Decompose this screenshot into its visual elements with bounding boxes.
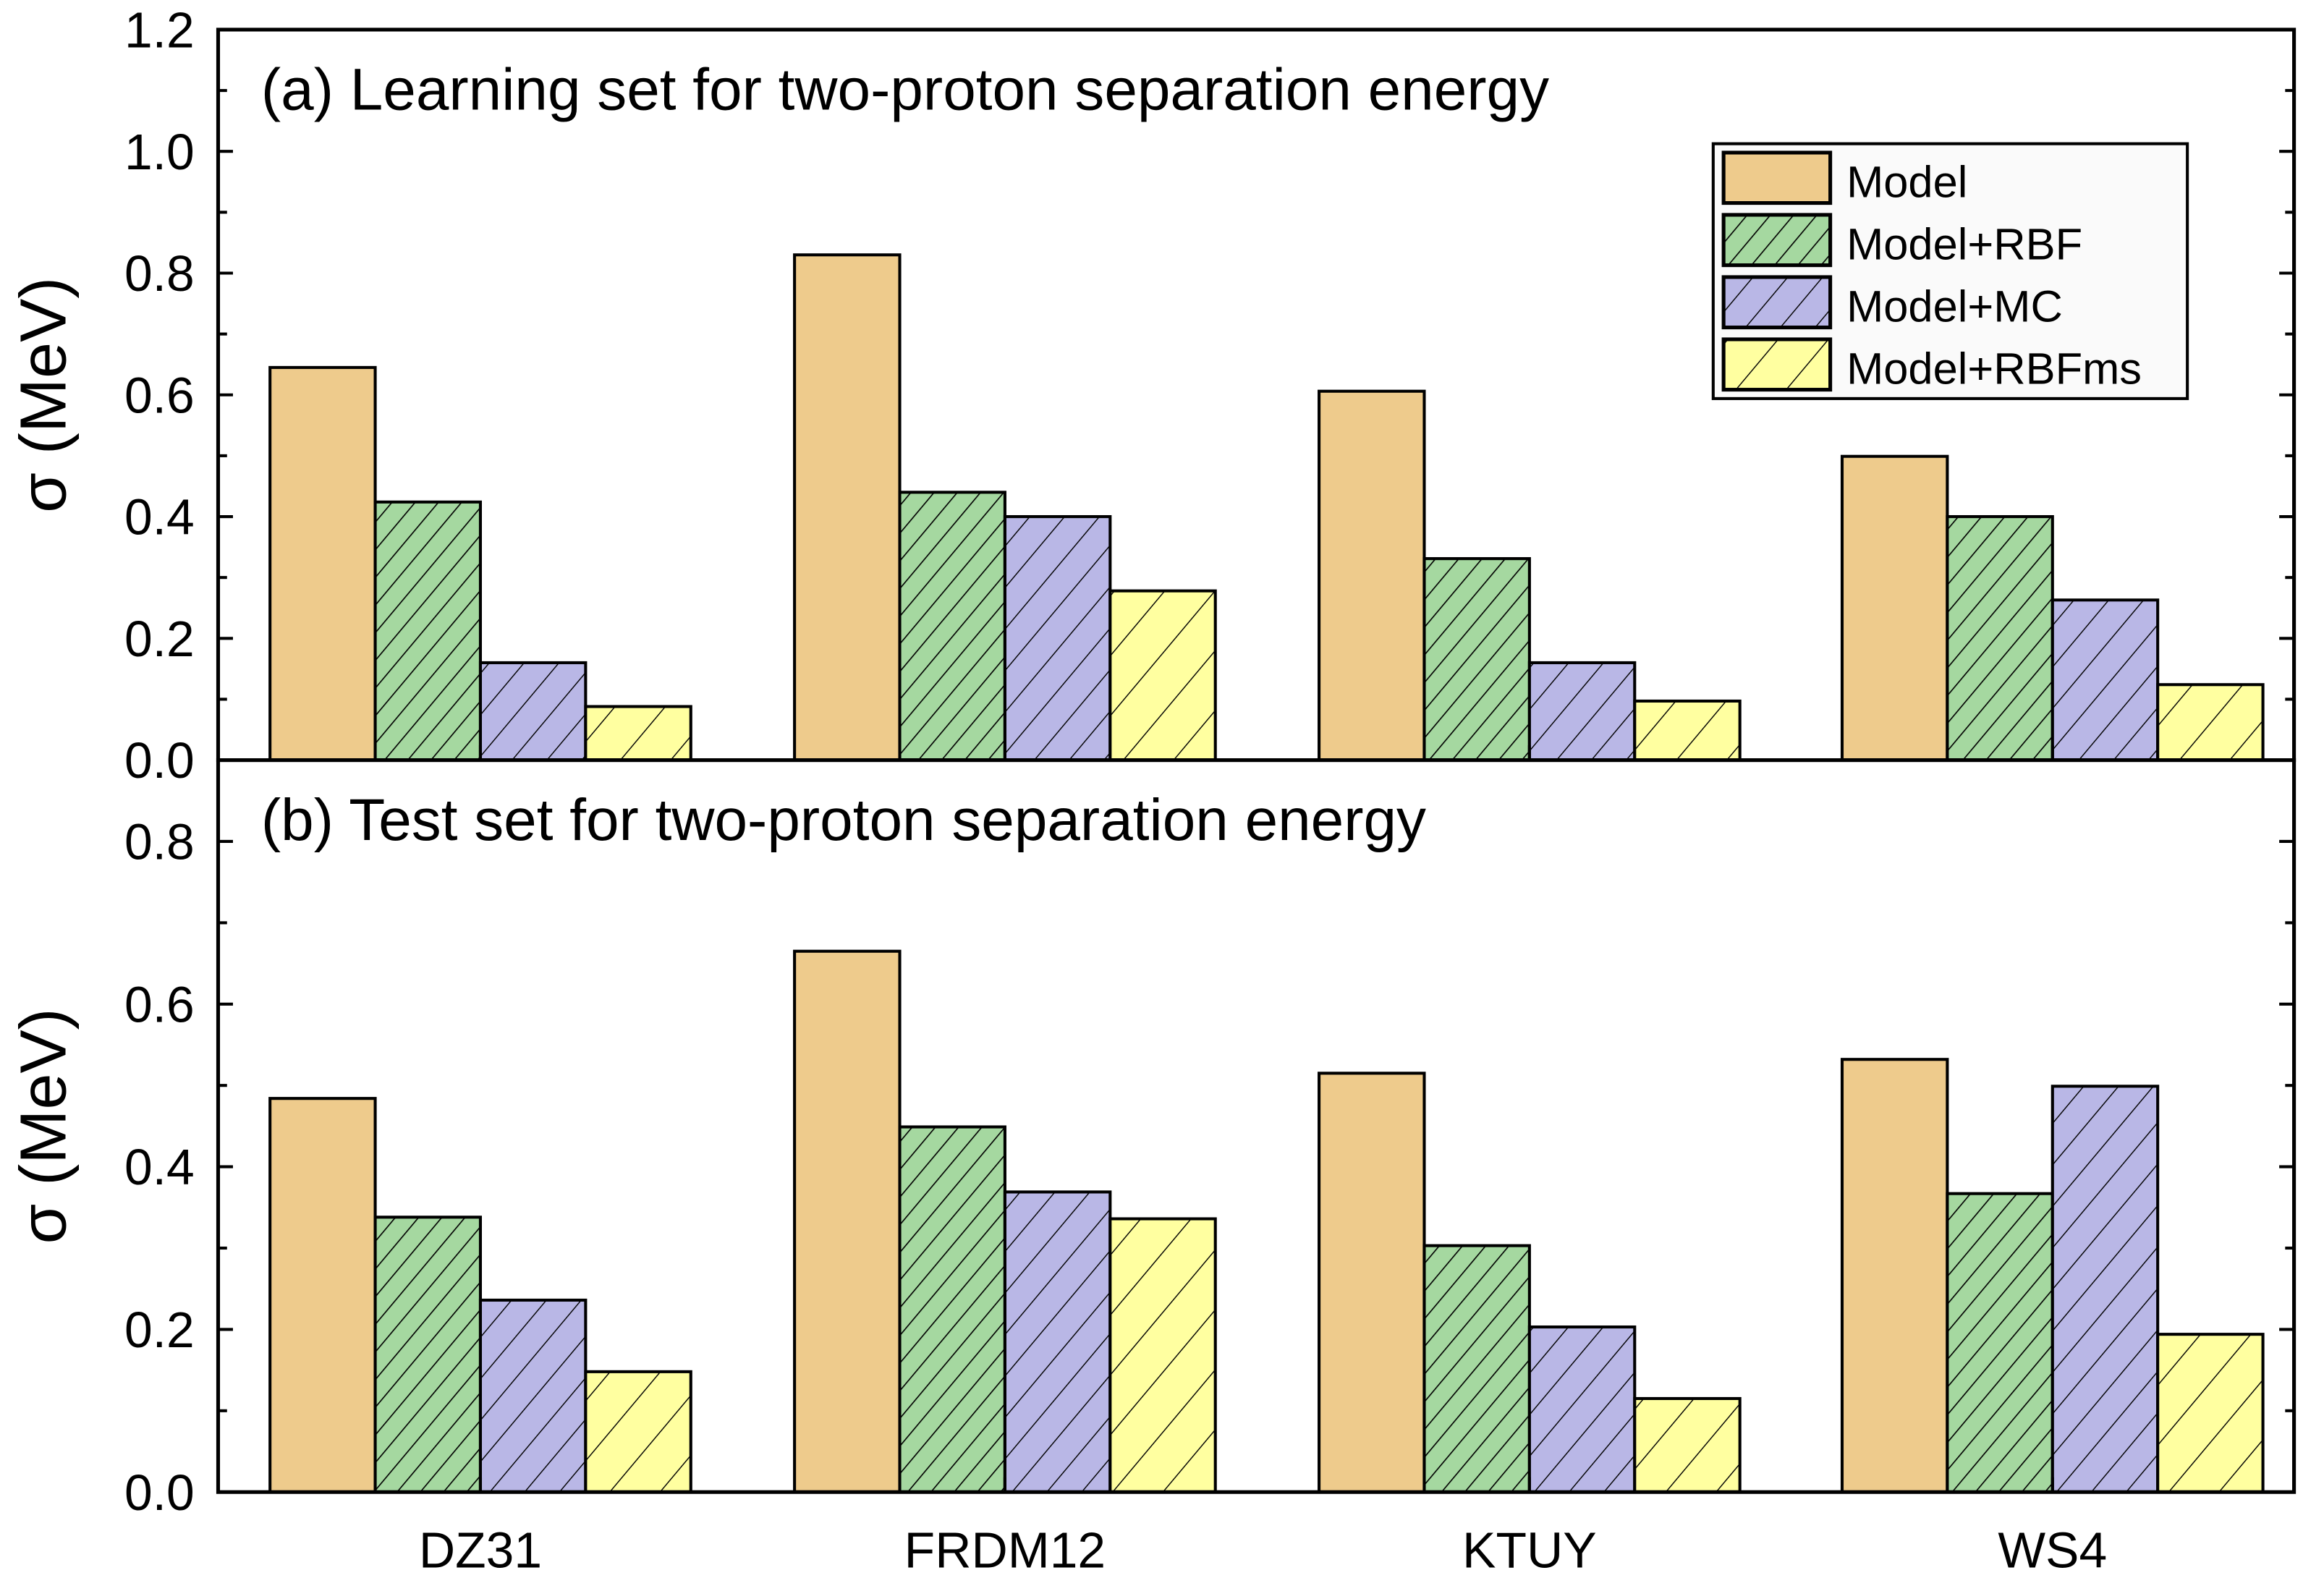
bar-dz31-model-rbfms [584, 705, 692, 762]
bar-ktuy-model-rbfms [1633, 699, 1742, 762]
legend-swatch-model-rbfms [1721, 337, 1833, 392]
bar-frdm12-model-rbfms [1108, 589, 1217, 762]
y-axis-label: σ (MeV) [7, 1008, 80, 1244]
bar-frdm12-model [793, 949, 902, 1494]
y-tick-label: 0.4 [124, 1139, 195, 1195]
bar-frdm12-model-rbf [898, 1125, 1006, 1494]
plot-frame [216, 758, 2297, 1494]
bar-dz31-model-rbf [373, 1216, 483, 1494]
x-tick-label: FRDM12 [904, 1522, 1106, 1578]
bar-frdm12-model-rbfms [1108, 1217, 1217, 1494]
bar-ws4-model-rbfms [2156, 1333, 2265, 1494]
legend-swatch-model-mc [1721, 275, 1833, 330]
bar-ws4-model [1840, 454, 1949, 762]
bar-ws4-model-rbfms [2156, 683, 2265, 762]
bar-ktuy-model-mc [1527, 661, 1637, 762]
y-tick-label: 0.8 [124, 245, 195, 302]
bar-ktuy-model-rbfms [1633, 1396, 1742, 1494]
y-tick-label: 0.4 [124, 489, 195, 546]
y-tick-label: 0.8 [124, 814, 195, 870]
y-tick-label: 0.6 [124, 976, 195, 1032]
y-tick-label: 0.0 [124, 732, 195, 789]
bar-ws4-model-mc [2051, 598, 2160, 762]
bar-dz31-model-rbf [373, 500, 483, 762]
panel-title: (b) Test set for two-proton separation e… [261, 787, 1426, 853]
bar-ws4-model-rbf [1946, 514, 2054, 762]
y-tick-label: 0.2 [124, 611, 195, 667]
legend-label: Model+MC [1846, 281, 2063, 331]
bar-ktuy-model-rbf [1422, 557, 1531, 762]
bar-dz31-model-mc [478, 1298, 588, 1494]
bar-ws4-model [1840, 1058, 1949, 1494]
y-axis-label: σ (MeV) [7, 277, 80, 513]
x-tick-label: KTUY [1462, 1522, 1597, 1578]
bar-ws4-model-mc [2051, 1085, 2160, 1494]
legend-label: Model [1846, 157, 1967, 207]
bar-ktuy-model-rbf [1422, 1244, 1531, 1494]
bar-frdm12-model [793, 253, 902, 762]
bar-ktuy-model [1318, 389, 1426, 762]
legend-swatch-model-rbf [1721, 213, 1833, 268]
bar-frdm12-model-mc [1003, 1190, 1112, 1494]
legend-label: Model+RBF [1846, 219, 2082, 269]
y-tick-label: 0.2 [124, 1302, 195, 1358]
x-tick-label: WS4 [1998, 1522, 2107, 1578]
bar-dz31-model [268, 365, 377, 762]
y-tick-label: 1.2 [124, 2, 195, 59]
bar-ktuy-model [1318, 1072, 1426, 1494]
y-tick-label: 0.0 [124, 1464, 195, 1521]
bar-ws4-model-rbf [1946, 1192, 2054, 1494]
x-tick-label: DZ31 [419, 1522, 542, 1578]
bar-frdm12-model-rbf [898, 491, 1006, 762]
legend-label: Model+RBFms [1846, 344, 2142, 394]
bar-dz31-model-mc [478, 661, 588, 762]
y-tick-label: 1.0 [124, 124, 195, 180]
bar-dz31-model [268, 1097, 377, 1494]
bar-frdm12-model-mc [1003, 514, 1112, 762]
legend-swatch-model [1721, 150, 1833, 205]
panel-title: (a) Learning set for two-proton separati… [261, 57, 1549, 123]
bar-dz31-model-rbfms [584, 1370, 692, 1494]
y-tick-label: 0.6 [124, 367, 195, 423]
bar-ktuy-model-mc [1527, 1325, 1637, 1494]
